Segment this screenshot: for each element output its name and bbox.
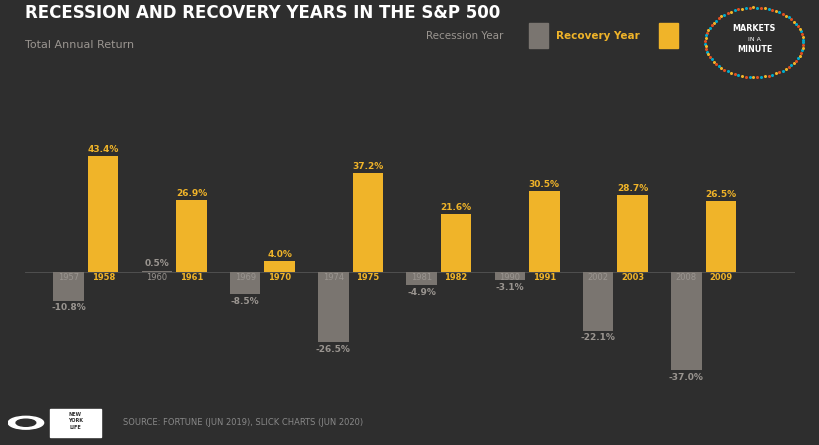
Bar [229, 272, 260, 295]
Text: Recession Year: Recession Year [426, 31, 503, 40]
Text: 1961: 1961 [179, 273, 203, 282]
Bar [617, 195, 647, 272]
Text: -10.8%: -10.8% [52, 303, 86, 312]
Bar [658, 23, 677, 48]
Circle shape [8, 417, 43, 429]
Text: 37.2%: 37.2% [352, 162, 383, 171]
Text: IN A: IN A [747, 37, 760, 42]
Text: 1957: 1957 [58, 273, 79, 282]
Text: -22.1%: -22.1% [580, 333, 615, 342]
Bar [528, 23, 548, 48]
Text: -3.1%: -3.1% [495, 283, 523, 292]
Text: 1969: 1969 [234, 273, 256, 282]
Text: 21.6%: 21.6% [440, 203, 471, 212]
Bar [49, 409, 101, 437]
Text: 43.4%: 43.4% [88, 145, 119, 154]
Text: 1970: 1970 [268, 273, 291, 282]
Bar [494, 272, 524, 280]
Text: 2002: 2002 [587, 273, 608, 282]
Bar [53, 272, 84, 301]
Text: 1975: 1975 [355, 273, 379, 282]
Text: 4.0%: 4.0% [267, 250, 292, 259]
Text: YORK: YORK [67, 418, 83, 424]
Bar [88, 156, 118, 272]
Bar [352, 173, 382, 272]
Text: 1981: 1981 [410, 273, 432, 282]
Bar [670, 272, 701, 370]
Text: 1958: 1958 [92, 273, 115, 282]
Text: SOURCE: FORTUNE (JUN 2019), SLICK CHARTS (JUN 2020): SOURCE: FORTUNE (JUN 2019), SLICK CHARTS… [123, 418, 363, 427]
Text: NEW: NEW [69, 413, 82, 417]
Bar [142, 271, 172, 272]
Text: 1990: 1990 [499, 273, 520, 282]
Text: -37.0%: -37.0% [668, 373, 703, 382]
Text: RECESSION AND RECOVERY YEARS IN THE S&P 500: RECESSION AND RECOVERY YEARS IN THE S&P … [25, 4, 500, 22]
Bar [441, 214, 471, 272]
Text: 26.5%: 26.5% [704, 190, 735, 199]
Text: -8.5%: -8.5% [231, 297, 259, 306]
Text: 2009: 2009 [708, 273, 731, 282]
Text: 1991: 1991 [532, 273, 555, 282]
Text: Total Annual Return: Total Annual Return [25, 40, 133, 50]
Text: 30.5%: 30.5% [528, 180, 559, 189]
Text: 28.7%: 28.7% [616, 184, 647, 194]
Text: -26.5%: -26.5% [315, 345, 351, 354]
Text: 0.5%: 0.5% [144, 259, 169, 268]
Bar [318, 272, 348, 342]
Bar [704, 201, 735, 272]
Text: 2003: 2003 [620, 273, 644, 282]
Text: 1960: 1960 [147, 273, 167, 282]
Text: LIFE: LIFE [69, 425, 81, 429]
Text: 1982: 1982 [444, 273, 467, 282]
Text: -4.9%: -4.9% [407, 287, 436, 296]
Text: 2008: 2008 [675, 273, 696, 282]
Text: 1974: 1974 [323, 273, 343, 282]
Text: MINUTE: MINUTE [736, 45, 771, 54]
Bar [406, 272, 437, 285]
Bar [264, 261, 295, 272]
Circle shape [16, 419, 36, 426]
Bar [176, 200, 206, 272]
Text: 26.9%: 26.9% [175, 189, 207, 198]
Text: MARKETS: MARKETS [732, 24, 775, 33]
Text: Recovery Year: Recovery Year [555, 31, 640, 40]
Bar [528, 191, 559, 272]
Bar [582, 272, 613, 331]
